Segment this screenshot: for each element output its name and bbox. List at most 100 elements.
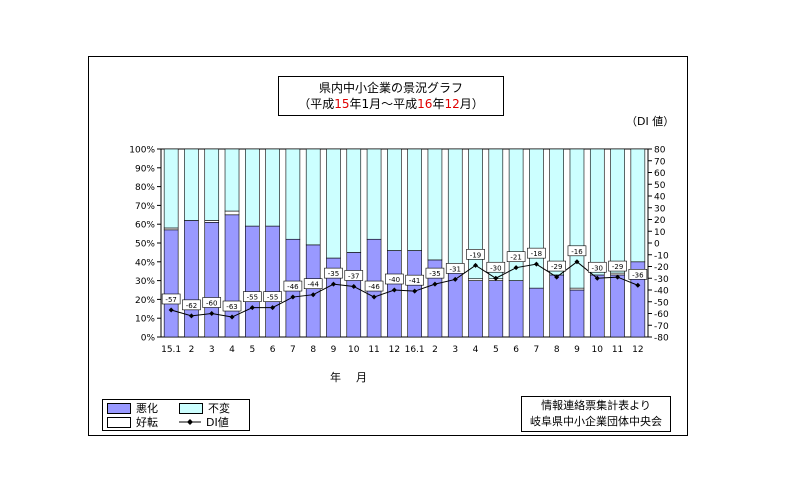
left-tick-label: 10% [135, 315, 155, 325]
bar-unchanged [366, 148, 382, 240]
bar-worsen [346, 252, 362, 338]
bar-unchanged [407, 148, 422, 251]
di-data-label-box [587, 261, 607, 273]
source-line-1: 情報連絡票集計表より [541, 399, 651, 412]
di-point [554, 274, 560, 280]
legend-swatch-worsen [107, 402, 131, 414]
di-data-label: -41 [409, 277, 420, 285]
bar-unchanged [326, 148, 341, 259]
di-point [412, 288, 418, 294]
bar-unchanged [245, 148, 260, 227]
bar-unchanged [265, 148, 280, 227]
di-data-label-box [202, 297, 222, 308]
di-data-label-box [486, 261, 506, 273]
x-tick-label: 6 [513, 345, 519, 355]
di-data-label-box [222, 300, 242, 312]
subtitle-part: 15 [334, 97, 350, 111]
source-line-2: 岐阜県中小企業団体中央会 [530, 415, 662, 428]
bar-improve [224, 210, 240, 216]
bar-unchanged [224, 148, 240, 212]
di-data-label-box [506, 251, 526, 262]
di-data-label: -21 [510, 254, 521, 262]
bar-worsen [508, 280, 524, 338]
bar-unchanged [569, 148, 585, 289]
di-data-label: -29 [612, 263, 623, 271]
right-tick-label: -20 [654, 263, 669, 273]
di-point [229, 314, 235, 320]
bar-unchanged [488, 148, 504, 280]
di-data-label: -57 [165, 296, 176, 304]
bar-unchanged [184, 148, 199, 221]
di-data-label-box [405, 274, 424, 286]
left-tick-label: 100% [129, 146, 155, 156]
bar-unchanged [387, 148, 402, 251]
di-point [330, 281, 336, 287]
x-tick-label: 3 [209, 345, 215, 355]
di-line [171, 261, 639, 318]
di-point [493, 275, 499, 281]
chart-title: 県内中小企業の景況グラフ [318, 81, 463, 95]
di-data-label-box [161, 293, 181, 305]
di-data-label-box [567, 245, 587, 257]
left-tick-label: 80% [135, 183, 155, 193]
di-data-label: -46 [368, 283, 380, 291]
x-tick-label: 8 [554, 345, 560, 355]
x-tick-label: 7 [534, 345, 540, 355]
di-data-label: -35 [429, 270, 440, 278]
di-data-label-box [263, 291, 282, 302]
left-tick-label: 30% [135, 277, 155, 287]
right-tick-label: -50 [654, 298, 669, 308]
bar-unchanged [549, 148, 564, 276]
x-tick-label: 8 [310, 345, 316, 355]
di-point [432, 281, 438, 287]
subtitle-part: 12 [444, 97, 460, 111]
di-data-label-box [608, 260, 627, 272]
bar-unchanged [204, 148, 220, 221]
di-data-label: -35 [328, 270, 339, 278]
di-data-label-box [344, 270, 364, 281]
legend-swatch-improve [107, 416, 131, 428]
di-point [391, 287, 397, 293]
di-point [574, 259, 580, 265]
di-data-label-box [182, 299, 201, 311]
di-data-label: -19 [470, 251, 481, 259]
di-data-label: -62 [186, 302, 197, 310]
bar-unchanged [346, 148, 362, 253]
di-point [473, 262, 479, 268]
right-tick-label: 60 [654, 169, 666, 179]
di-data-label: -40 [389, 276, 400, 284]
di-data-label-box [324, 267, 343, 279]
di-point [635, 282, 641, 288]
di-point [351, 283, 357, 289]
legend-label-unchanged: 不変 [208, 402, 230, 415]
bar-unchanged [468, 148, 483, 280]
di-data-label-box [364, 280, 384, 292]
left-tick-label: 70% [135, 202, 155, 212]
di-point [452, 276, 458, 282]
chart-frame [88, 56, 688, 436]
legend-item-improve: 好転 [107, 415, 158, 429]
x-tick-label: 9 [331, 345, 337, 355]
bar-worsen [610, 274, 625, 338]
di-data-label: -55 [247, 294, 258, 302]
di-data-label-box [243, 291, 262, 302]
x-tick-label: 5 [249, 345, 255, 355]
x-tick-label: 9 [574, 345, 580, 355]
right-tick-label: 20 [654, 216, 666, 226]
bar-worsen [265, 225, 280, 338]
right-axis-unit: （DI 値） [626, 115, 675, 128]
right-tick-label: -80 [654, 334, 669, 344]
bar-worsen [305, 244, 321, 338]
di-data-label: -60 [206, 300, 217, 308]
source-note: 情報連絡票集計表より 岐阜県中小企業団体中央会 [521, 396, 671, 432]
x-tick-label: 11 [368, 345, 379, 355]
legend-label-worsen: 悪化 [136, 402, 158, 415]
legend-item-worsen: 悪化 [107, 401, 158, 415]
x-tick-label: 12 [389, 345, 400, 355]
right-tick-label: -60 [654, 310, 669, 320]
di-data-label: -37 [348, 272, 359, 280]
x-tick-label: 2 [432, 345, 438, 355]
left-tick-label: 50% [135, 240, 155, 250]
x-tick-label: 15.1 [161, 345, 181, 355]
